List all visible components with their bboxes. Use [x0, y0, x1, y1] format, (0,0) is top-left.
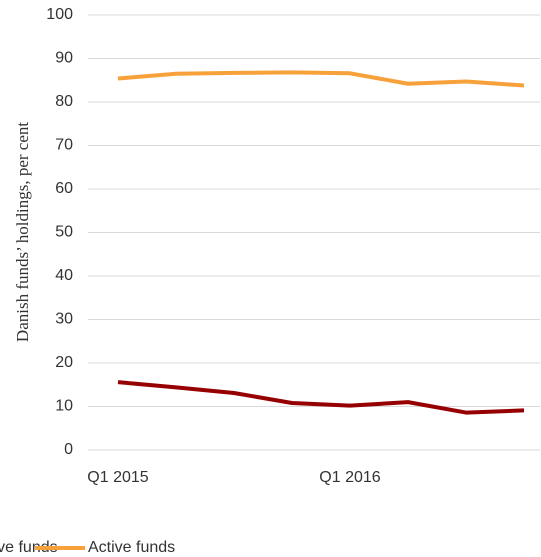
- y-tick-label: 60: [55, 180, 73, 197]
- y-tick-label: 50: [55, 224, 73, 241]
- y-tick-label: 70: [55, 137, 73, 154]
- y-tick-label: 20: [55, 354, 73, 371]
- y-tick-label: 30: [55, 311, 73, 328]
- y-tick-label: 90: [55, 50, 73, 67]
- y-tick-label: 40: [55, 267, 73, 284]
- y-tick-label: 0: [64, 441, 73, 458]
- x-tick-label: Q1 2016: [319, 469, 380, 486]
- x-tick-label: Q1 2015: [87, 469, 148, 486]
- y-tick-label: 80: [55, 93, 73, 110]
- y-axis-label: Danish funds’ holdings, per cent: [13, 122, 32, 342]
- legend-label: Passive funds: [0, 539, 58, 556]
- series-line: [117, 380, 525, 415]
- legend-label: Active funds: [88, 539, 175, 556]
- y-tick-label: 10: [55, 398, 73, 415]
- series-line: [117, 70, 525, 88]
- y-tick-label: 100: [46, 6, 73, 23]
